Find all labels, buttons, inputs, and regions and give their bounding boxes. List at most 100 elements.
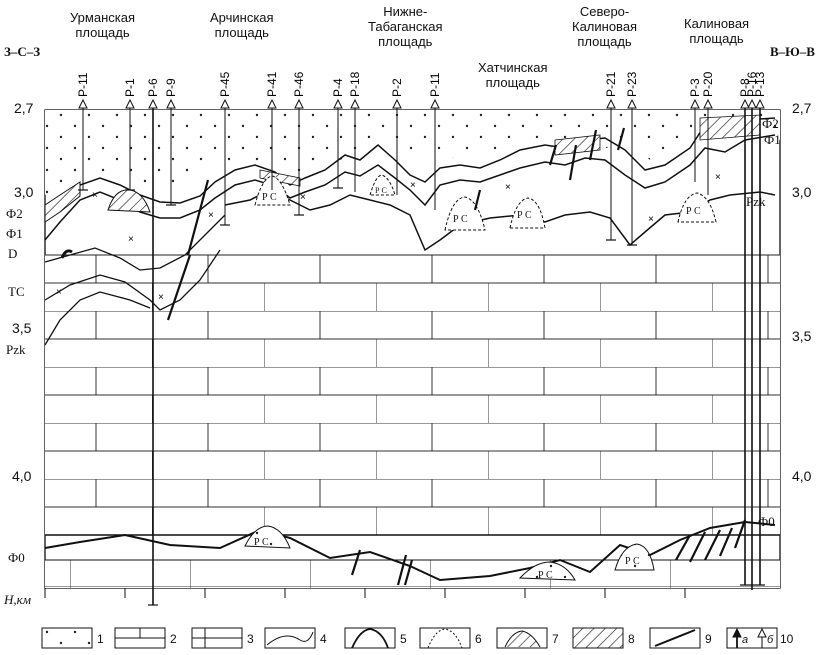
svg-text:×: × [648, 214, 654, 225]
well-label: Р-8 [738, 78, 752, 97]
well-label: Р-45 [218, 71, 232, 97]
well-head-marker [627, 98, 637, 109]
area-label-severo-kalinovaya: Северо- Калиновая площадь [572, 4, 638, 49]
unit-left-f2: Ф2 [6, 206, 23, 221]
legend-num-8: 8 [628, 632, 635, 646]
unit-right-f0: Ф0 [758, 514, 775, 529]
well-label: Р-6 [146, 78, 160, 97]
well-label: Р-2 [390, 78, 404, 97]
well-label: Р-41 [265, 71, 279, 97]
legend [41, 627, 778, 649]
well-label: Р-3 [688, 78, 702, 97]
unit-right-pzk: Pzk [746, 194, 766, 209]
faults [166, 127, 747, 586]
well-head-marker [690, 98, 700, 109]
well-head-marker [220, 98, 230, 109]
unit-left-f0: Ф0 [8, 550, 25, 565]
reef-label-1: Р С [262, 192, 277, 203]
legend-sub-b: б [767, 634, 774, 646]
well-label: Р-4 [331, 78, 345, 97]
legend-num-6: 6 [475, 632, 482, 646]
hatched-strip [44, 181, 81, 223]
legend-sub-a: а [742, 634, 749, 646]
depth-right-2-7: 2,7 [792, 100, 812, 116]
well-label: Р-20 [701, 71, 715, 97]
legend-num-2: 2 [170, 632, 177, 646]
legend-swatch-4 [264, 627, 316, 649]
well-label: Р-11 [76, 72, 90, 97]
depth-left-3-5: 3,5 [12, 320, 32, 336]
well-heads: Р-11 Р-1 Р-6 Р-9 Р-45 Р-41 Р-46 Р-4 Р-18 Р-2 Р-11 Р… [76, 71, 767, 109]
unit-left-pzk: Pzk [6, 342, 26, 357]
depth-right-4-0: 4,0 [792, 468, 812, 484]
svg-text:×: × [208, 210, 214, 221]
unit-right-f1: Ф1 [764, 132, 781, 147]
cross-markers: × × × × × × × × × × [56, 172, 721, 303]
basement-carbonate-fill [45, 255, 780, 535]
legend-num-9: 9 [705, 632, 712, 646]
area-label-nizhne-tabaganskaya: Нижне- Табаганская площадь [368, 4, 443, 49]
svg-text:×: × [56, 287, 62, 298]
well-head-marker [740, 98, 750, 109]
well-head-marker [148, 98, 158, 109]
well-head-marker [747, 98, 757, 109]
horizon-pzk-left [44, 291, 151, 346]
horizon-f1 [44, 134, 776, 241]
depth-left-4-0: 4,0 [12, 468, 32, 484]
horizon-d [44, 214, 226, 271]
well-label: Р-9 [164, 78, 178, 97]
svg-text:×: × [715, 172, 721, 183]
depth-left-3-0: 3,0 [14, 184, 34, 200]
legend-swatch-6 [419, 627, 471, 649]
depth-axis-unit: H,км [4, 592, 32, 607]
well-label: Р-1 [123, 78, 137, 97]
reef-upper-group [254, 174, 717, 231]
well-head-marker [703, 98, 713, 109]
well-head-marker [350, 98, 360, 109]
legend-swatch-1 [41, 627, 93, 649]
well-head-marker [430, 98, 440, 109]
area-label-kalinovaya: Калиновая площадь [684, 16, 750, 46]
boreholes [82, 108, 761, 605]
basement-lower-fill [45, 560, 780, 588]
legend-swatch-5 [344, 627, 396, 649]
svg-text:×: × [410, 180, 416, 191]
legend-num-4: 4 [320, 632, 327, 646]
unit-right-f2: Ф2 [762, 116, 779, 131]
well-head-marker [125, 98, 135, 109]
well-label: Р-13 [753, 71, 767, 97]
legend-num-3: 3 [247, 632, 254, 646]
well-head-marker [78, 98, 88, 109]
legend-num-1: 1 [97, 632, 104, 646]
horizon-tc [44, 249, 221, 311]
area-label-khatchinskaya: Хатчинская площадь [478, 60, 548, 90]
well-head-marker [166, 98, 176, 109]
depth-right-3-0: 3,0 [792, 184, 812, 200]
legend-swatch-8 [572, 627, 624, 649]
reef-lower-group [244, 525, 655, 581]
direction-west: З–С–З [4, 44, 41, 59]
depth-right-3-5: 3,5 [792, 328, 812, 344]
well-head-marker [267, 98, 277, 109]
depth-left-2-7: 2,7 [14, 100, 34, 116]
well-head-marker [333, 98, 343, 109]
area-label-urmanskaya: Урманская площадь [70, 10, 135, 40]
well-label: Р-23 [625, 71, 639, 97]
svg-text:×: × [128, 234, 134, 245]
reef-label-4: Р С [517, 210, 532, 221]
reef-label-5: Р С [686, 206, 701, 217]
reef-label-7: Р С [538, 570, 553, 581]
reef-label-3: Р С [453, 214, 468, 225]
unit-left-d: D [8, 246, 18, 261]
evaporite-lens [107, 189, 151, 213]
direction-east: В–Ю–В [770, 44, 815, 59]
well-label: Р-11 [428, 72, 442, 97]
horizon-f0 [44, 520, 776, 582]
well-label: Р-16 [745, 71, 759, 97]
legend-num-10: 10 [780, 632, 794, 646]
well-head-marker [294, 98, 304, 109]
svg-text:×: × [158, 292, 164, 303]
svg-text:×: × [300, 192, 306, 203]
borehole-bottom-ticks [78, 187, 765, 606]
well-head-marker [392, 98, 402, 109]
